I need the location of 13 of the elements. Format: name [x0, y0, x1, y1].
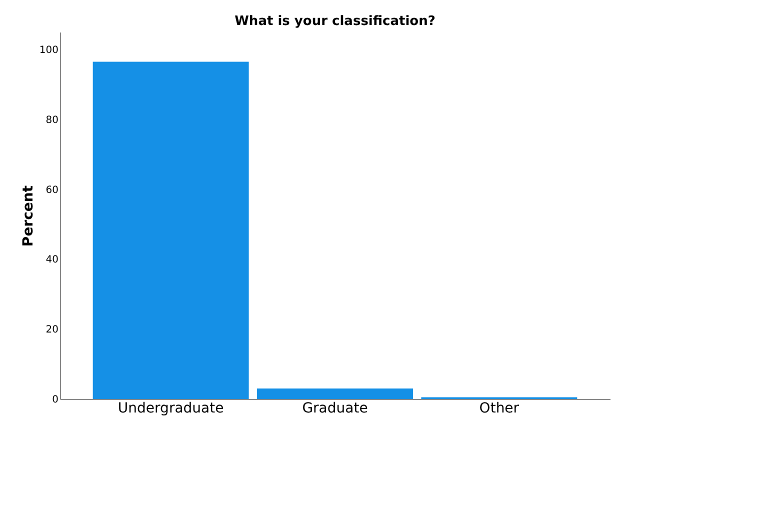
y-tick-label: 40	[46, 254, 58, 266]
chart-title: What is your classification?	[234, 14, 436, 29]
bar	[92, 62, 249, 399]
y-tick-label: 80	[46, 114, 58, 126]
y-tick-label: 0	[52, 394, 58, 406]
y-tick-label: 100	[39, 44, 58, 56]
x-tick-label: Undergraduate	[118, 400, 224, 416]
y-tick-label: 20	[46, 324, 58, 336]
y-tick-label: 60	[46, 184, 58, 196]
x-tick-label: Other	[479, 400, 520, 416]
y-axis-title: Percent	[20, 185, 36, 247]
bar	[257, 388, 413, 399]
x-tick-label: Graduate	[302, 400, 368, 416]
